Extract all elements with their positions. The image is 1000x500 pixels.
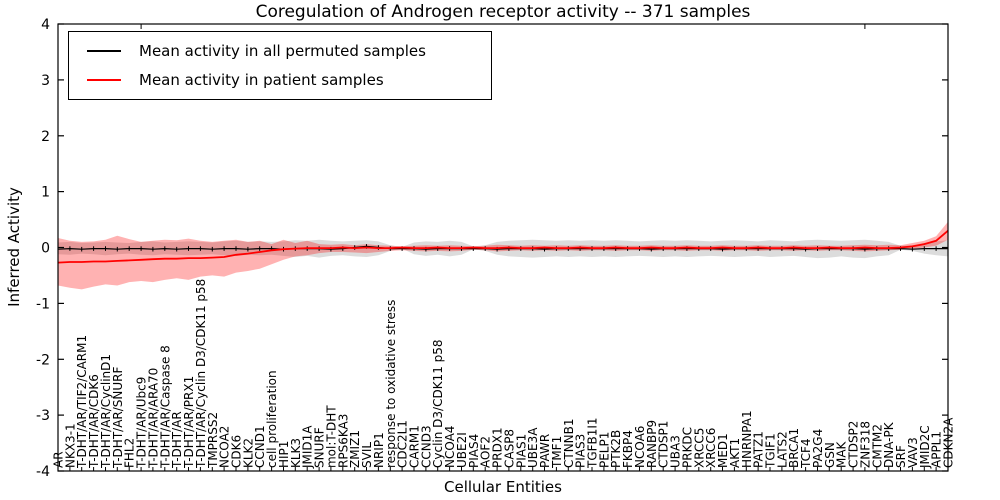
legend-label-patient: Mean activity in patient samples <box>139 71 384 89</box>
x-tick-label: PA2G4 <box>811 429 825 468</box>
x-tick-label: AR <box>52 451 66 468</box>
x-tick-label: PTK2B <box>609 430 623 468</box>
y-tick-label: -1 <box>36 296 50 312</box>
x-tick-label: CMTM2 <box>870 424 884 468</box>
x-tick-label: TCF4 <box>799 438 813 469</box>
x-tick-label: SNURF <box>313 427 327 468</box>
x-tick-label: CTNNB1 <box>562 418 576 468</box>
x-tick-label: UBE2I <box>455 432 469 468</box>
permuted-line-swatch <box>87 50 121 52</box>
x-tick-label: T-DHT/AR/Caspase 8 <box>158 345 172 469</box>
x-tick-label: UBA3 <box>669 435 683 468</box>
x-tick-label: TMPRSS2 <box>206 412 220 469</box>
x-tick-label: T-DHT/AR/CyclinD1 <box>99 354 113 469</box>
x-tick-label: MAK <box>835 440 849 468</box>
y-tick-label: -2 <box>36 352 50 368</box>
x-tick-label: KLK2 <box>241 438 255 468</box>
x-tick-label: TMF1 <box>550 436 564 469</box>
y-tick-label: 2 <box>41 129 50 145</box>
x-tick-label: PIAS4 <box>467 434 481 468</box>
x-tick-label: JMID2C <box>918 425 932 469</box>
x-tick-label: CCND3 <box>419 425 433 468</box>
x-tick-label: CDK6 <box>230 435 244 468</box>
x-tick-label: NCOA4 <box>443 426 457 468</box>
x-tick-label: ZMIZ1 <box>348 430 362 468</box>
x-tick-label: response to oxidative stress <box>384 300 398 468</box>
legend-entry-patient: Mean activity in patient samples <box>81 71 479 89</box>
x-tick-label: GSN <box>823 442 837 468</box>
x-tick-label: NCOA2 <box>218 426 232 468</box>
legend-entry-permuted: Mean activity in all permuted samples <box>81 42 479 60</box>
x-tick-label: HNRNPA1 <box>740 410 754 468</box>
x-tick-label: HIP1 <box>277 441 291 468</box>
x-tick-label: T-DHT/AR/CDK6 <box>87 374 101 469</box>
y-tick-label: 1 <box>41 185 50 201</box>
x-tick-label: APPL1 <box>930 431 944 468</box>
x-tick-label: FKBP4 <box>621 430 635 468</box>
y-tick-label: -3 <box>36 408 50 424</box>
patient-mean-line <box>57 230 949 264</box>
x-tick-label: PIAS1 <box>514 434 528 468</box>
x-tick-label: T-DHT/AR/Cyclin D3/CDK11 p58 <box>194 279 208 469</box>
x-tick-label: AKT1 <box>728 438 742 468</box>
y-tick-label: -4 <box>36 464 50 480</box>
x-tick-label: CDKN2A <box>942 417 956 468</box>
y-tick-label: 0 <box>41 241 50 257</box>
x-tick-label: VAV3 <box>906 437 920 468</box>
x-tick-label: AOF2 <box>479 436 493 468</box>
x-tick-label: PIAS3 <box>574 434 588 468</box>
x-tick-label: RPS6KA3 <box>336 414 350 468</box>
x-tick-label: TGFB1I1 <box>586 417 600 469</box>
y-axis-label: Inferred Activity <box>5 187 23 307</box>
permuted-mean-line <box>57 245 948 250</box>
y-tick-label: 3 <box>41 73 50 89</box>
x-tick-label: Cyclin D3/CDK11 p58 <box>431 339 445 468</box>
x-tick-label: PATZ1 <box>752 431 766 468</box>
x-tick-label: NKX3-1 <box>63 423 77 468</box>
x-tick-label: KLK3 <box>289 438 303 468</box>
x-tick-label: XRCC5 <box>692 428 706 468</box>
patient-line-swatch <box>87 79 121 81</box>
x-tick-label: T-DHT/AR <box>170 411 184 469</box>
legend: Mean activity in all permuted samples Me… <box>68 31 492 100</box>
y-tick-label: 4 <box>41 17 50 33</box>
x-tick-label: LATS2 <box>775 431 789 468</box>
x-tick-label: T-DHT/AR/SNURF <box>111 367 125 470</box>
x-tick-label: CDC2L1 <box>396 420 410 468</box>
x-tick-label: CTDSP1 <box>657 421 671 468</box>
x-tick-label: UBE3A <box>526 427 540 468</box>
x-tick-label: CTDSP2 <box>847 421 861 468</box>
x-tick-label: PRKDC <box>680 427 694 468</box>
x-tick-label: NCOA6 <box>633 426 647 468</box>
legend-label-permuted: Mean activity in all permuted samples <box>139 42 426 60</box>
x-tick-label: CCND1 <box>253 425 267 468</box>
x-tick-label: T-DHT/AR/TIF2/CARM1 <box>75 335 89 469</box>
x-tick-label: MED1 <box>716 433 730 468</box>
x-tick-label: cell proliferation <box>265 370 279 468</box>
x-tick-label: XRCC6 <box>704 428 718 468</box>
x-tick-label: PELP1 <box>597 432 611 468</box>
x-tick-label: CASP8 <box>502 429 516 468</box>
x-axis-label: Cellular Entities <box>444 478 562 496</box>
x-tick-label: BRCA1 <box>787 428 801 468</box>
x-tick-label: PRDX1 <box>491 427 505 468</box>
x-tick-label: T-DHT/AR/Ubc9 <box>135 377 149 469</box>
x-tick-label: CARM1 <box>408 425 422 468</box>
x-tick-label: DNA-PK <box>882 421 896 468</box>
x-tick-label: TGIF1 <box>764 433 778 469</box>
x-tick-label: JMID1A <box>301 425 315 469</box>
x-tick-label: mol:T-DHT <box>324 405 338 468</box>
chart-title: Coregulation of Androgen receptor activi… <box>255 2 751 22</box>
x-tick-label: SRF <box>894 445 908 468</box>
x-tick-label: NRIP1 <box>372 432 386 468</box>
x-tick-label: SVIL <box>360 442 374 468</box>
x-tick-label: T-DHT/AR/PRX1 <box>182 376 196 469</box>
x-tick-label: RANBP9 <box>645 420 659 468</box>
x-tick-label: PAWR <box>538 434 552 468</box>
x-tick-label: FHL2 <box>123 438 137 468</box>
x-tick-label: T-DHT/AR/ARA70 <box>146 368 160 469</box>
x-tick-label: ZNF318 <box>858 421 872 468</box>
